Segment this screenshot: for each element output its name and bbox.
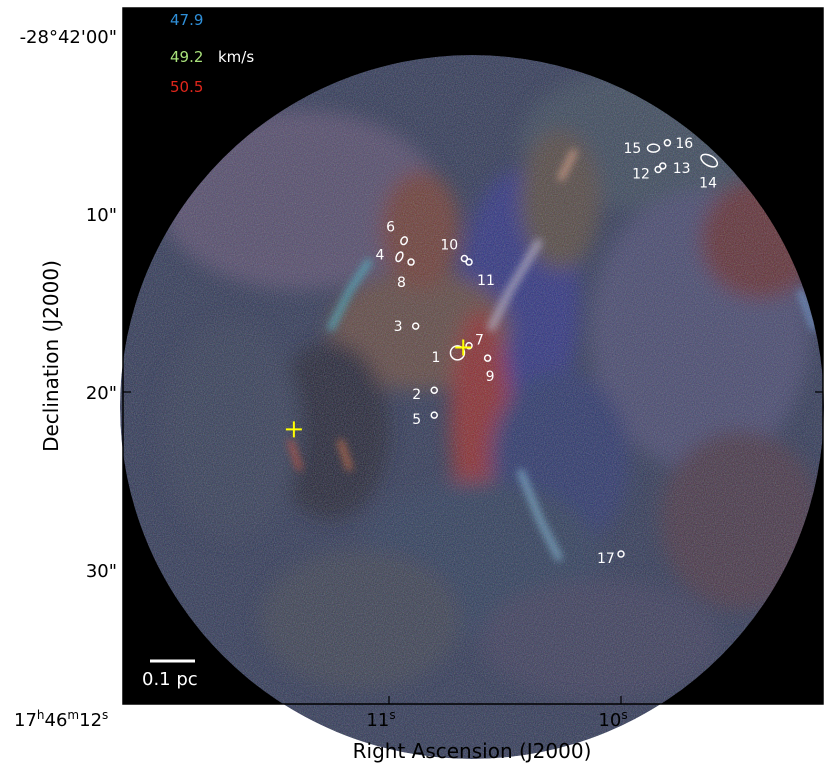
y-tick-label: 30" — [86, 561, 117, 582]
source-label-15: 15 — [623, 141, 641, 157]
ticks-layer: 17h46m12s 11s 10s -28°42'00" 10" 20" 30" — [14, 8, 823, 731]
legend-item-50-5: 50.5 — [170, 78, 203, 96]
source-ellipse-13 — [659, 162, 667, 170]
source-ellipse-5 — [430, 411, 438, 419]
source-label-3: 3 — [394, 319, 403, 335]
source-label-16: 16 — [675, 136, 693, 152]
legend: 47.9 49.2 50.5 km/s — [170, 11, 254, 96]
source-label-11: 11 — [477, 273, 495, 289]
source-ellipse-16 — [663, 139, 672, 147]
y-tick-label: 10" — [86, 205, 117, 226]
source-ellipse-11 — [465, 258, 473, 266]
x-tick-label-12s: 17h46m12s — [14, 708, 108, 731]
source-ellipse-14 — [700, 153, 719, 168]
source-ellipse-15 — [646, 143, 661, 153]
scale-bar: 0.1 pc — [142, 659, 198, 690]
source-ellipse-17 — [617, 550, 625, 558]
y-tick-label: -28°42'00" — [20, 27, 117, 48]
source-label-2: 2 — [412, 387, 421, 403]
source-label-12: 12 — [632, 167, 650, 183]
source-label-6: 6 — [386, 220, 395, 236]
source-label-1: 1 — [431, 350, 440, 366]
rgb-image — [120, 55, 824, 759]
source-label-5: 5 — [412, 412, 421, 428]
source-label-14: 14 — [699, 176, 717, 192]
source-ellipse-10 — [460, 254, 469, 263]
source-ellipse-2 — [430, 386, 438, 394]
source-label-8: 8 — [397, 275, 406, 291]
legend-item-47-9: 47.9 — [170, 11, 203, 29]
legend-unit: km/s — [218, 48, 254, 66]
source-ellipse-8 — [407, 258, 415, 266]
source-ellipse-9 — [483, 354, 492, 362]
source-ellipse-6 — [400, 236, 409, 246]
source-label-17: 17 — [597, 551, 615, 567]
source-label-10: 10 — [440, 238, 458, 254]
source-ellipse-7 — [465, 341, 473, 350]
source-ellipse-4 — [395, 251, 404, 263]
cross-1-marker — [285, 421, 302, 438]
plot-frame — [122, 7, 824, 705]
legend-item-49-2: 49.2 — [170, 48, 203, 66]
scale-bar-label: 0.1 pc — [142, 669, 198, 690]
source-ellipse-12 — [654, 165, 662, 174]
source-label-13: 13 — [673, 161, 691, 177]
x-tick-label-10s: 10s — [598, 708, 627, 731]
cross-2-marker — [455, 339, 472, 356]
y-tick-label: 20" — [86, 383, 117, 404]
x-tick-label-11s: 11s — [366, 708, 395, 731]
source-label-4: 4 — [375, 248, 384, 264]
source-ellipse-1 — [449, 345, 466, 361]
source-label-9: 9 — [486, 369, 495, 385]
y-axis-title: Declination (J2000) — [39, 260, 63, 452]
x-axis-title: Right Ascension (J2000) — [353, 739, 592, 763]
source-label-7: 7 — [475, 333, 484, 349]
source-ellipse-3 — [411, 322, 420, 330]
markers-layer — [285, 339, 472, 438]
